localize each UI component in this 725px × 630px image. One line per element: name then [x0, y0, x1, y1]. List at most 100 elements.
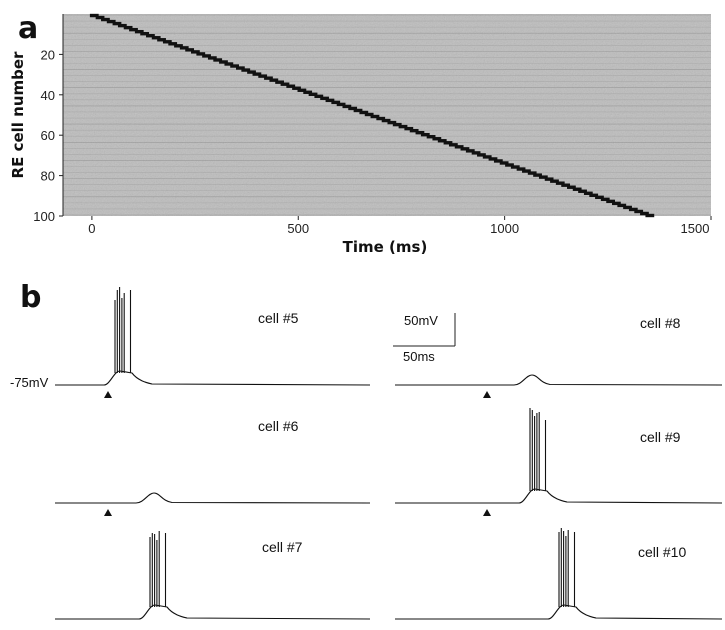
spike-mark: [370, 114, 380, 119]
spike-mark: [426, 135, 436, 139]
spike-mark: [583, 191, 593, 195]
stimulus-marker: [483, 509, 491, 516]
spike-mark: [258, 74, 268, 78]
spike-mark: [224, 62, 234, 66]
spike-mark: [252, 72, 262, 76]
spike-mark: [219, 60, 228, 64]
spike-mark: [348, 106, 358, 111]
spike-mark: [129, 27, 138, 32]
panel-b-label: b: [20, 280, 41, 315]
spike-mark: [387, 120, 397, 125]
spike-mark: [162, 40, 172, 44]
spike-mark: [544, 177, 554, 181]
spike-mark: [482, 155, 492, 159]
x-tick-label: 1500: [681, 221, 710, 236]
spike-mark: [589, 193, 599, 197]
y-tick-label: 40: [41, 88, 55, 103]
spike-mark: [471, 151, 481, 155]
spike-mark: [578, 189, 587, 193]
spike-mark: [185, 48, 195, 52]
spike-mark: [448, 143, 458, 147]
spike-mark: [314, 94, 324, 99]
spike-mark: [286, 84, 296, 88]
spike-mark: [420, 133, 430, 137]
spike-mark: [510, 165, 520, 169]
spike-mark: [567, 185, 576, 189]
spike-mark: [392, 122, 402, 127]
spike-mark: [516, 167, 526, 171]
spike-mark: [207, 56, 217, 60]
spike-mark: [398, 124, 408, 129]
x-tick-label: 500: [287, 221, 309, 236]
spike-mark: [381, 118, 391, 123]
spike-mark: [527, 171, 537, 175]
spike-raster: [63, 13, 711, 218]
spike-mark: [325, 98, 335, 103]
spike-mark: [247, 70, 256, 74]
spike-mark: [454, 145, 464, 149]
spike-mark: [331, 100, 341, 105]
spike-mark: [533, 173, 542, 177]
raster-spike-marks: [89, 13, 655, 218]
spike-mark: [151, 36, 161, 40]
spike-mark: [174, 44, 183, 48]
y-tick-label: 80: [41, 169, 55, 184]
resting-potential-label: -75mV: [10, 375, 49, 390]
stimulus-marker: [483, 391, 491, 398]
spike-mark: [606, 199, 616, 204]
cell-labels: cell #5 cell #6 cell #7 cell #8 cell #9 cell …: [258, 310, 686, 560]
raster-row-lines: [63, 14, 711, 216]
y-tick-label: 60: [41, 128, 55, 143]
spike-mark: [280, 82, 290, 86]
spike-mark: [308, 92, 318, 96]
voltage-trace: [55, 492, 371, 504]
spike-mark: [628, 207, 638, 212]
voltage-trace: [395, 374, 723, 386]
voltage-trace: [395, 604, 723, 620]
stimulus-marker: [104, 391, 112, 398]
spike-mark: [623, 205, 632, 210]
spike-mark: [213, 58, 223, 62]
spike-mark: [303, 90, 313, 94]
stimulus-marker: [104, 509, 112, 516]
spike-mark: [269, 78, 279, 82]
scale-bar: 50mV 50ms: [393, 313, 456, 364]
cell-label: cell #10: [638, 544, 686, 560]
spike-mark: [230, 64, 240, 68]
spike-mark: [196, 52, 206, 56]
spike-mark: [134, 29, 144, 34]
spike-mark: [561, 183, 571, 187]
spike-mark: [488, 157, 498, 161]
spike-mark: [202, 54, 211, 58]
spike-mark: [89, 13, 99, 18]
spike-mark: [179, 46, 189, 50]
spike-mark: [292, 86, 301, 90]
spike-mark: [572, 187, 582, 191]
spike-mark: [336, 102, 346, 107]
y-axis: 20 40 60 80 100: [33, 14, 64, 224]
spike-mark: [297, 88, 307, 92]
spike-mark: [112, 21, 122, 26]
scale-bar-time-label: 50ms: [403, 349, 435, 364]
cell-label: cell #5: [258, 310, 299, 326]
spike-mark: [555, 181, 565, 185]
y-tick-label: 20: [41, 47, 55, 62]
voltage-trace: [55, 604, 371, 620]
spike-mark: [634, 209, 644, 214]
voltage-trace: [395, 488, 723, 504]
spike-mark: [538, 175, 548, 179]
y-axis-title: RE cell number: [9, 51, 27, 178]
spike-mark: [95, 15, 105, 20]
cell-label: cell #8: [640, 315, 681, 331]
spike-mark: [645, 213, 655, 218]
spike-mark: [123, 25, 133, 30]
spike-mark: [600, 197, 610, 202]
spike-mark: [493, 159, 503, 163]
spike-mark: [443, 141, 453, 145]
spike-mark: [612, 201, 621, 206]
x-tick-label: 0: [88, 221, 95, 236]
spike-mark: [404, 126, 414, 131]
spike-mark: [432, 137, 442, 141]
spike-mark: [522, 169, 531, 173]
